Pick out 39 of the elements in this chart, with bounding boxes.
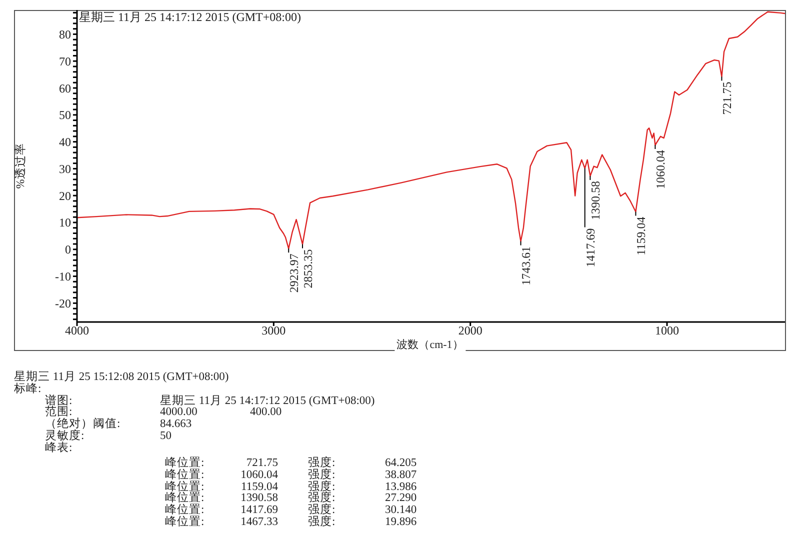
text: 峰表: [45, 442, 72, 454]
y-tick-label: 80 [59, 27, 71, 42]
x-tick-label: 2000 [458, 324, 482, 338]
text: 峰位置: 1060.04 强度: 38.807 [165, 468, 417, 481]
text: 标峰: [14, 382, 42, 395]
text: 谱图: 星期三 11月 25 14:17:12 2015 (GMT+08:00) [45, 394, 375, 407]
text: 峰位置: 1159.04 强度: 13.986 [165, 480, 417, 493]
y-tick-label: 60 [59, 81, 71, 96]
annotation: 1743.61 [519, 246, 534, 286]
text: 峰位置: 1467.33 强度: 19.896 [165, 516, 417, 528]
annotation: 2923.97 [287, 254, 302, 293]
annotation: 721.75 [720, 82, 734, 115]
annotation: 1417.69 [583, 228, 598, 268]
annotation: 1390.58 [588, 180, 603, 220]
text: 峰位置: 721.75 强度: 64.205 [165, 457, 417, 469]
y-axis-title: %透过率 [15, 143, 27, 189]
x-tick-label: 4000 [65, 324, 89, 338]
text: 峰位置: 1390.58 强度: 27.290 [165, 492, 417, 504]
x-tick-label: 1000 [655, 324, 679, 338]
annotation: 1060.04 [654, 150, 668, 189]
chart-title: 星期三 11月 25 14:17:12 2015 (GMT+08:00) [79, 10, 301, 24]
text: （绝对）阈值: 84.663 [45, 418, 192, 430]
y-tick-label: -20 [55, 296, 71, 310]
y-tick-label: 70 [59, 54, 71, 68]
y-tick-label: 50 [59, 108, 71, 122]
y-tick-label: -10 [55, 270, 71, 284]
annotation: 1159.04 [634, 216, 648, 256]
x-tick-label: 3000 [262, 324, 286, 338]
y-tick-label: 0 [65, 242, 71, 257]
y-tick-label: 30 [59, 162, 71, 176]
text: 星期三 11月 25 15:12:08 2015 (GMT+08:00) [14, 371, 229, 383]
x-axis-title: 波数（cm-1） [394, 339, 466, 351]
text: 峰位置: 1417.69 强度: 30.140 [165, 504, 417, 516]
y-tick-label: 40 [59, 135, 71, 150]
y-tick-label: 20 [59, 188, 71, 203]
text: 灵敏度: 50 [45, 430, 172, 442]
annotation: 2853.35 [301, 249, 316, 288]
text: 范围: 4000.00 400.00 [45, 406, 282, 418]
y-tick-label: 10 [59, 216, 71, 230]
